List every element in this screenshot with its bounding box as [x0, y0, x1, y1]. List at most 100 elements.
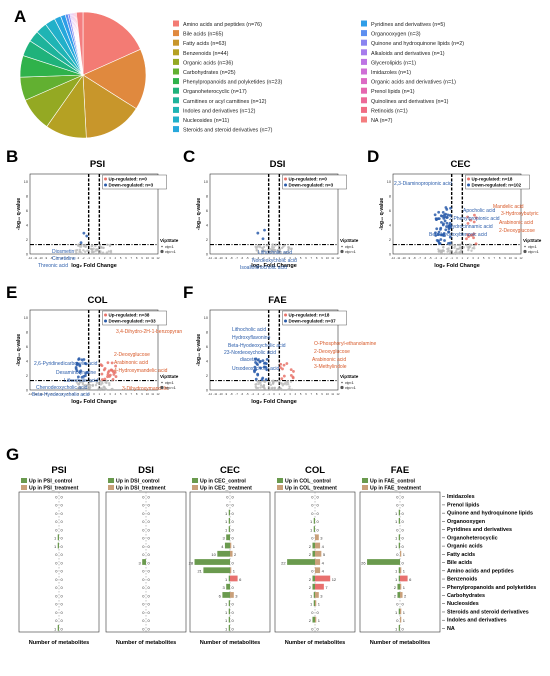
point-ns — [455, 249, 458, 253]
pie-slice — [82, 11, 141, 76]
point-ns — [83, 384, 86, 387]
point-down — [260, 378, 264, 381]
legend-swatch — [173, 116, 179, 123]
bar-value-control: 1 — [54, 544, 57, 549]
legend-swatch — [361, 58, 367, 65]
vip-large-label: vip>=1 — [345, 250, 356, 254]
point-ns — [470, 249, 473, 252]
point-down — [439, 238, 443, 241]
legend-swatch — [173, 97, 179, 104]
y-tick-label: 4 — [206, 359, 208, 363]
bar-value-control: 0 — [142, 552, 145, 557]
point-ns — [110, 388, 113, 391]
legend-label: Phenylpropanoids and polyketides (n=23) — [183, 80, 283, 86]
bar-treatment — [315, 567, 321, 574]
category-label: Quinone and hydroquinone lipids — [447, 511, 533, 517]
point-up — [114, 364, 118, 368]
point-down — [448, 241, 452, 245]
point-down — [259, 366, 262, 370]
bar-value-treatment: 0 — [402, 626, 405, 631]
point-up — [114, 375, 118, 378]
point-label: Ursodeoxycholic acid — [232, 366, 279, 372]
point-ns — [98, 244, 102, 247]
bar-value-treatment: 0 — [61, 618, 64, 623]
legend-label: Carnitines or acyl carnitines (n=12) — [183, 99, 267, 105]
bar-control — [313, 600, 315, 607]
point-up — [282, 363, 286, 367]
point-down — [77, 358, 80, 361]
legend-swatch — [173, 126, 179, 133]
point-label: Apocholic acid — [463, 208, 495, 214]
category-label: Prenol lipids — [447, 502, 479, 508]
bar-value-treatment: 0 — [61, 610, 64, 615]
x-tick-label: -9 — [225, 256, 228, 260]
bar-value-treatment: 1 — [318, 602, 321, 607]
x-tick-label: -8 — [50, 392, 53, 396]
bar-value-treatment: 0 — [402, 560, 405, 565]
point-up — [110, 361, 114, 365]
x-tick-label: -6 — [241, 256, 244, 260]
legend-swatch-treatment — [362, 485, 368, 490]
point-ns — [257, 251, 260, 254]
x-tick-label: 10 — [326, 256, 330, 260]
bar-control — [312, 616, 315, 623]
bar-value-control: 1 — [310, 519, 313, 524]
x-tick-label: 1 — [279, 256, 281, 260]
point-ns — [266, 252, 269, 255]
x-tick-label: 2 — [467, 256, 469, 260]
point-ns — [259, 381, 262, 385]
y-axis-label: -log₁₀ q-value — [16, 198, 22, 231]
vip-small-dot — [524, 245, 526, 248]
point-ns — [272, 250, 275, 253]
point-down — [448, 221, 452, 225]
bar-value-treatment: 3 — [320, 536, 323, 541]
bar-value-treatment: 0 — [402, 527, 405, 532]
legend-up-dot — [467, 177, 471, 181]
x-tick-label: 11 — [331, 392, 334, 396]
legend-swatch — [361, 68, 367, 75]
bar-value-treatment: 0 — [148, 610, 151, 615]
legend-swatch — [361, 20, 367, 27]
x-tick-label: 0 — [93, 256, 95, 260]
bar-value-treatment: 0 — [148, 602, 151, 607]
x-tick-label: -4 — [251, 256, 254, 260]
point-down — [445, 216, 449, 219]
point-down — [445, 221, 449, 225]
bar-control — [228, 526, 230, 532]
bar-value-control: 1 — [54, 536, 57, 541]
point-ns — [256, 245, 259, 249]
bar-value-treatment: 6 — [409, 577, 412, 582]
bar-value-control: 1 — [395, 569, 398, 574]
bar-treatment — [230, 592, 234, 598]
vip-small-label: vip<1 — [345, 245, 354, 249]
point-ns — [82, 249, 85, 252]
x-tick-label: -9 — [408, 256, 411, 260]
x-tick-label: 8 — [136, 392, 138, 396]
point-ns — [86, 387, 90, 391]
bar-value-treatment: 0 — [61, 503, 64, 508]
point-ns — [78, 387, 81, 390]
point-down — [264, 378, 268, 381]
x-tick-label: -11 — [33, 256, 37, 260]
point-down — [435, 227, 439, 231]
point-ns — [77, 252, 80, 256]
vip-small-label: vip<1 — [165, 381, 174, 385]
legend-up-dot — [284, 177, 288, 181]
legend-label: Quinolines and derivatives (n=1) — [371, 99, 449, 105]
bar-value-control: 4 — [221, 544, 224, 549]
bar-value-treatment: 0 — [148, 519, 151, 524]
bar-control — [398, 575, 400, 582]
bar-value-control: 1 — [395, 610, 398, 615]
bar-value-control: 0 — [311, 610, 314, 615]
bar-value-treatment: 0 — [232, 610, 235, 615]
legend-swatch — [173, 68, 179, 75]
legend-down-dot — [284, 183, 288, 187]
point-ns — [82, 244, 86, 248]
bar-value-control: 0 — [142, 577, 145, 582]
bar-control — [228, 575, 230, 582]
bar-treatment — [315, 575, 331, 582]
x-tick-label: 5 — [483, 256, 485, 260]
category-label: Fatty acids — [447, 552, 475, 558]
bar-value-treatment: 0 — [148, 593, 151, 598]
